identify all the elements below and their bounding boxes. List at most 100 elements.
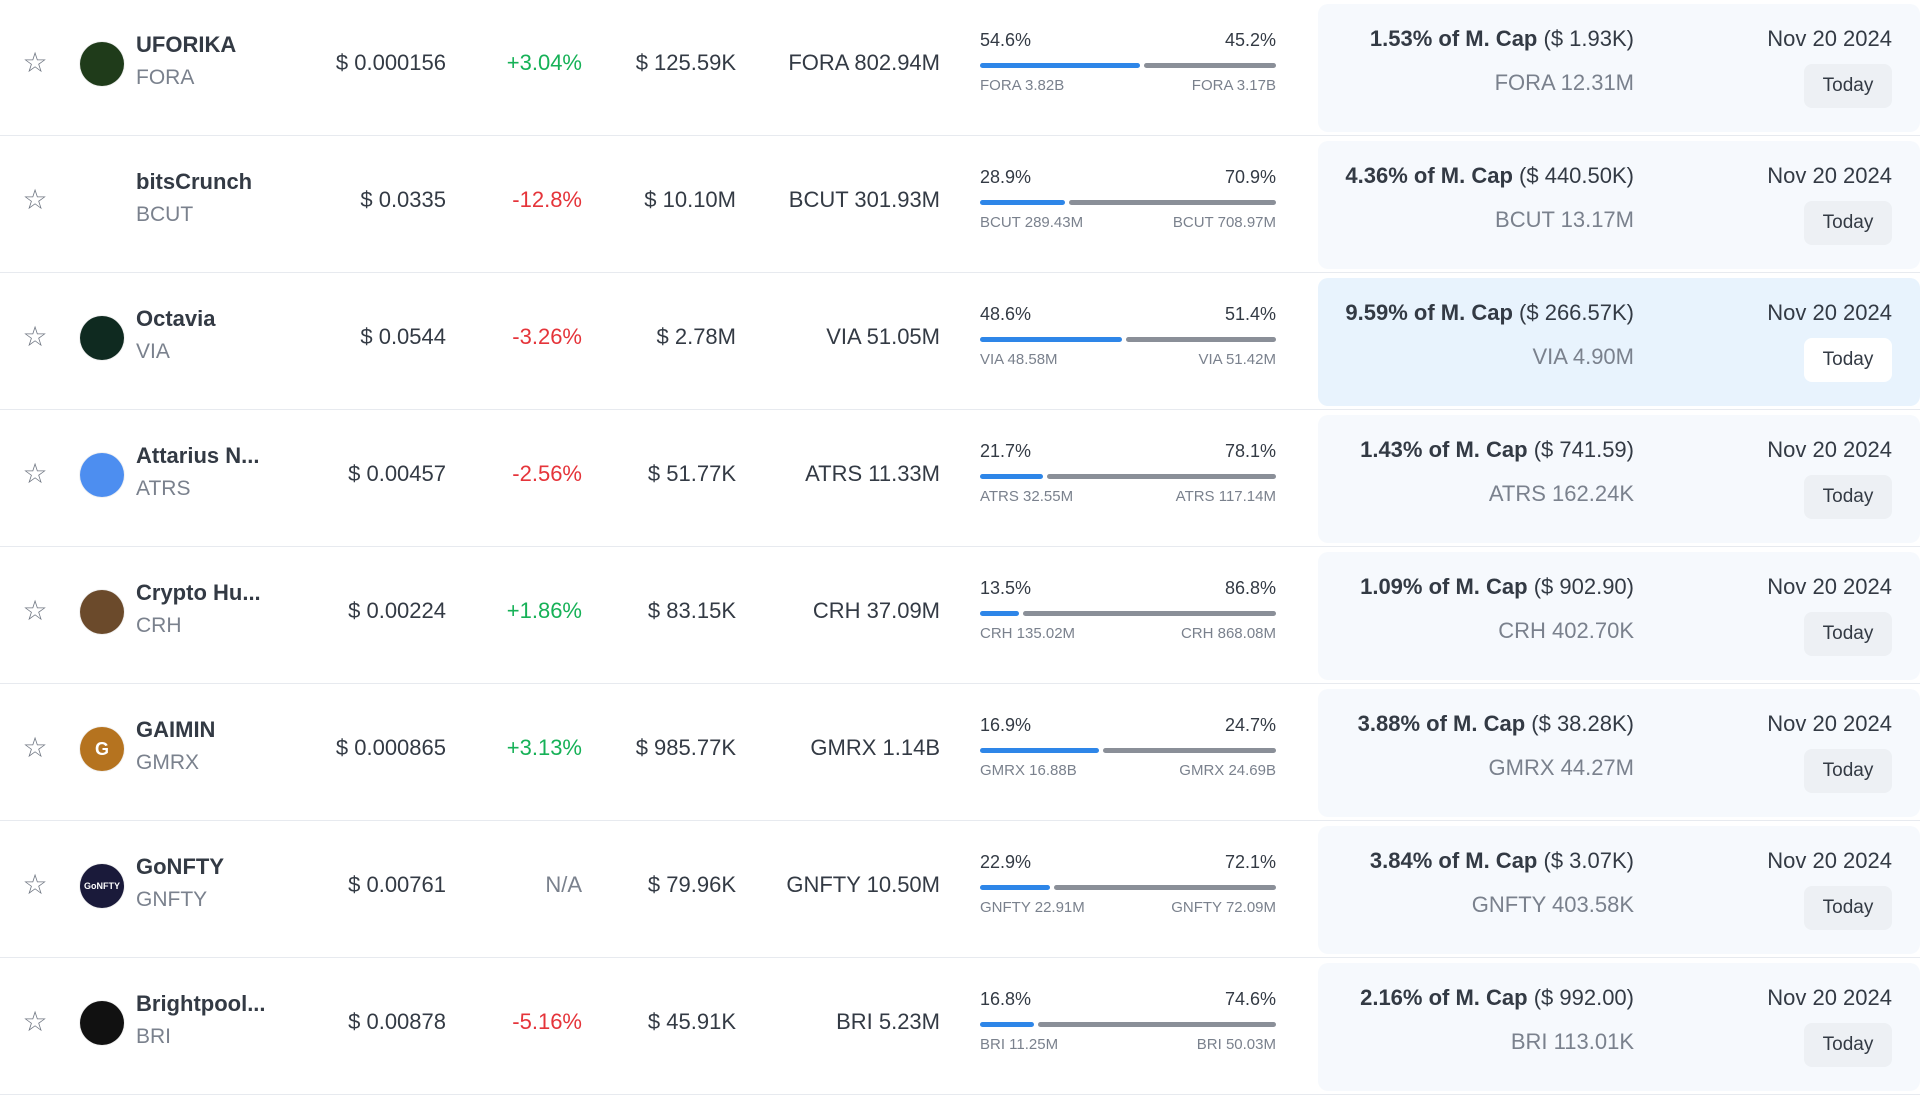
gonfty-logo-icon: GoNFTY <box>80 864 124 908</box>
next-unlock-mcap: 3.88% of M. Cap ($ 38.28K) <box>1358 711 1634 737</box>
octavia-logo-icon <box>80 316 124 360</box>
unlocked-bar <box>980 611 1019 616</box>
attarius-logo-icon <box>80 453 124 497</box>
next-unlock-card[interactable]: 9.59% of M. Cap ($ 266.57K) VIA 4.90M No… <box>1318 278 1920 406</box>
volume-24h: $ 45.91K <box>647 1009 736 1034</box>
volume-24h: $ 985.77K <box>635 735 736 760</box>
mcap-percent: 3.88% of M. Cap <box>1357 711 1526 736</box>
mcap-percent: 1.53% of M. Cap <box>1369 26 1538 51</box>
token-symbol: GMRX <box>136 751 199 774</box>
table-row[interactable]: ☆ Brightpool... BRI $ 0.00878 -5.16% $ 4… <box>0 959 1920 1095</box>
today-badge[interactable]: Today <box>1804 886 1892 930</box>
bitscrunch-logo-icon <box>80 179 124 223</box>
next-unlock-card[interactable]: 3.88% of M. Cap ($ 38.28K) GMRX 44.27M N… <box>1318 689 1920 817</box>
mcap-percent: 2.16% of M. Cap <box>1360 985 1528 1010</box>
progress-bar <box>980 1022 1276 1027</box>
locked-bar <box>1069 200 1276 205</box>
today-badge[interactable]: Today <box>1804 1023 1892 1067</box>
price-change-24h: +3.13% <box>506 735 582 760</box>
token-symbol: VIA <box>136 340 170 363</box>
unlocked-percent: 21.7% <box>980 441 1032 461</box>
locked-percent: 78.1% <box>1224 441 1276 461</box>
price-change-24h: N/A <box>545 872 582 897</box>
unlocked-amount: GMRX 1.14B <box>810 735 940 760</box>
token-name[interactable]: UFORIKA <box>136 32 237 57</box>
unlocked-amount: CRH 37.09M <box>812 598 940 623</box>
star-outline-icon[interactable]: ☆ <box>22 458 48 489</box>
today-badge[interactable]: Today <box>1804 64 1892 108</box>
today-badge[interactable]: Today <box>1804 475 1892 519</box>
locked-amount-total: VIA 51.42M <box>1198 351 1276 368</box>
locked-amount-total: GMRX 24.69B <box>1179 762 1276 779</box>
unlocked-bar <box>980 885 1050 890</box>
next-unlock-date: Nov 20 2024 <box>1767 574 1892 599</box>
token-name[interactable]: GoNFTY <box>136 854 224 879</box>
unlock-progress: 21.7% 78.1% ATRS 32.55M ATRS 117.14M <box>980 441 1276 521</box>
crypto-hunters-logo-icon <box>80 590 124 634</box>
next-unlock-date: Nov 20 2024 <box>1767 437 1892 462</box>
next-unlock-mcap: 1.43% of M. Cap ($ 741.59) <box>1360 437 1634 463</box>
token-name[interactable]: bitsCrunch <box>136 169 253 194</box>
star-outline-icon[interactable]: ☆ <box>22 1006 48 1037</box>
token-price: $ 0.000156 <box>335 50 446 75</box>
next-unlock-amount: GNFTY 403.58K <box>1471 892 1634 917</box>
table-row[interactable]: ☆ G GAIMIN GMRX $ 0.000865 +3.13% $ 985.… <box>0 685 1920 821</box>
star-outline-icon[interactable]: ☆ <box>22 869 48 900</box>
token-name[interactable]: GAIMIN <box>136 717 216 742</box>
progress-bar <box>980 885 1276 890</box>
next-unlock-card[interactable]: 4.36% of M. Cap ($ 440.50K) BCUT 13.17M … <box>1318 141 1920 269</box>
table-row[interactable]: ☆ bitsCrunch BCUT $ 0.0335 -12.8% $ 10.1… <box>0 137 1920 273</box>
unlock-progress: 16.8% 74.6% BRI 11.25M BRI 50.03M <box>980 989 1276 1069</box>
next-unlock-date: Nov 20 2024 <box>1767 985 1892 1010</box>
star-outline-icon[interactable]: ☆ <box>22 184 48 215</box>
next-unlock-amount: FORA 12.31M <box>1494 70 1634 95</box>
next-unlock-card[interactable]: 1.53% of M. Cap ($ 1.93K) FORA 12.31M No… <box>1318 4 1920 132</box>
unlocked-percent: 28.9% <box>980 167 1032 187</box>
next-unlock-amount: BCUT 13.17M <box>1495 207 1634 232</box>
next-unlock-mcap: 2.16% of M. Cap ($ 992.00) <box>1360 985 1634 1011</box>
progress-bar <box>980 611 1276 616</box>
locked-bar <box>1038 1022 1276 1027</box>
mcap-usd: ($ 3.07K) <box>1543 848 1635 873</box>
table-row[interactable]: ☆ Crypto Hu... CRH $ 0.00224 +1.86% $ 83… <box>0 548 1920 684</box>
table-row[interactable]: ☆ Attarius N... ATRS $ 0.00457 -2.56% $ … <box>0 411 1920 547</box>
table-row[interactable]: ☆ Octavia VIA $ 0.0544 -3.26% $ 2.78M VI… <box>0 274 1920 410</box>
locked-amount-total: CRH 868.08M <box>1180 625 1276 642</box>
unlocked-amount: FORA 802.94M <box>788 50 940 75</box>
locked-amount-total: ATRS 117.14M <box>1175 488 1276 505</box>
unlocked-percent: 48.6% <box>980 304 1032 324</box>
star-outline-icon[interactable]: ☆ <box>22 732 48 763</box>
token-price: $ 0.00457 <box>348 461 446 486</box>
unlocked-amount-total: BRI 11.25M <box>980 1036 1059 1053</box>
price-change-24h: +3.04% <box>506 50 582 75</box>
token-name[interactable]: Attarius N... <box>136 443 260 468</box>
next-unlock-card[interactable]: 3.84% of M. Cap ($ 3.07K) GNFTY 403.58K … <box>1318 826 1920 954</box>
token-name[interactable]: Octavia <box>136 306 216 331</box>
today-badge[interactable]: Today <box>1804 749 1892 793</box>
next-unlock-date: Nov 20 2024 <box>1767 848 1892 873</box>
token-name[interactable]: Brightpool... <box>136 991 266 1016</box>
next-unlock-card[interactable]: 1.43% of M. Cap ($ 741.59) ATRS 162.24K … <box>1318 415 1920 543</box>
token-name[interactable]: Crypto Hu... <box>136 580 261 605</box>
locked-percent: 74.6% <box>1224 989 1276 1009</box>
next-unlock-card[interactable]: 2.16% of M. Cap ($ 992.00) BRI 113.01K N… <box>1318 963 1920 1091</box>
gaimin-logo-icon: G <box>80 727 124 771</box>
locked-percent: 86.8% <box>1224 578 1276 598</box>
token-symbol: GNFTY <box>136 888 208 911</box>
price-change-24h: -2.56% <box>512 461 582 486</box>
locked-amount-total: FORA 3.17B <box>1191 77 1276 94</box>
next-unlock-mcap: 9.59% of M. Cap ($ 266.57K) <box>1345 300 1634 326</box>
today-badge[interactable]: Today <box>1804 201 1892 245</box>
unlock-progress: 48.6% 51.4% VIA 48.58M VIA 51.42M <box>980 304 1276 384</box>
unlocked-percent: 22.9% <box>980 852 1032 872</box>
today-badge[interactable]: Today <box>1804 338 1892 382</box>
unlocked-bar <box>980 63 1140 68</box>
star-outline-icon[interactable]: ☆ <box>22 595 48 626</box>
star-outline-icon[interactable]: ☆ <box>22 47 48 78</box>
table-row[interactable]: ☆ GoNFTY GoNFTY GNFTY $ 0.00761 N/A $ 79… <box>0 822 1920 958</box>
today-badge[interactable]: Today <box>1804 612 1892 656</box>
table-row[interactable]: ☆ UFORIKA FORA $ 0.000156 +3.04% $ 125.5… <box>0 0 1920 136</box>
progress-bar <box>980 474 1276 479</box>
star-outline-icon[interactable]: ☆ <box>22 321 48 352</box>
next-unlock-card[interactable]: 1.09% of M. Cap ($ 902.90) CRH 402.70K N… <box>1318 552 1920 680</box>
